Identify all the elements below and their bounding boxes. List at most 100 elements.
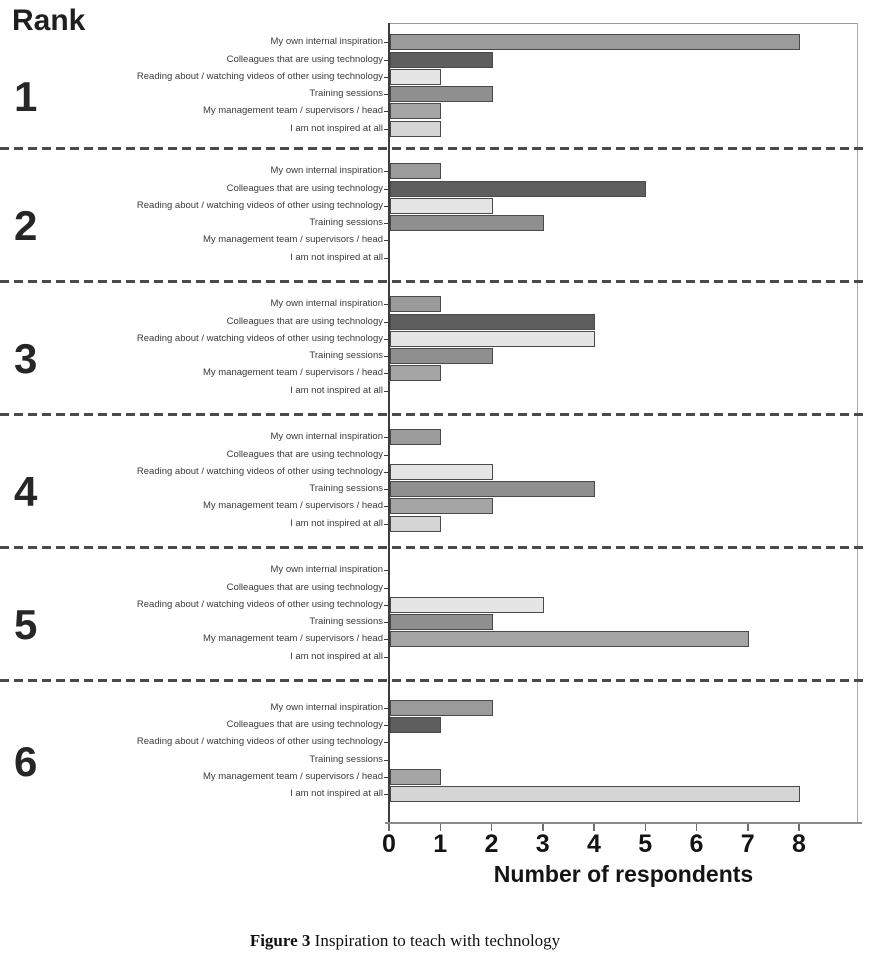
category-tick-mark bbox=[384, 489, 389, 491]
category-tick-mark bbox=[384, 622, 389, 624]
category-tick-mark bbox=[384, 205, 389, 207]
x-axis-tick bbox=[747, 824, 749, 831]
x-tick-label: 0 bbox=[382, 830, 396, 858]
category-label: I am not inspired at all bbox=[290, 122, 383, 134]
category-tick-mark bbox=[384, 656, 389, 658]
x-axis-tick bbox=[798, 824, 800, 831]
figure-caption: Figure 3 Inspiration to teach with techn… bbox=[0, 931, 810, 951]
category-label: My own internal inspiration bbox=[270, 298, 383, 310]
bar bbox=[390, 34, 800, 51]
category-tick-mark bbox=[384, 471, 389, 473]
bar bbox=[390, 717, 442, 734]
bar bbox=[390, 103, 442, 120]
category-label: I am not inspired at all bbox=[290, 251, 383, 263]
rank-number: 2 bbox=[14, 201, 38, 249]
category-label: Colleagues that are using technology bbox=[226, 315, 383, 327]
category-label: I am not inspired at all bbox=[290, 517, 383, 529]
bar bbox=[390, 86, 493, 103]
rank-separator-dashed-line bbox=[0, 412, 866, 416]
category-tick-mark bbox=[384, 59, 389, 61]
category-label: Training sessions bbox=[309, 483, 383, 495]
category-label: My own internal inspiration bbox=[270, 564, 383, 576]
category-label: Training sessions bbox=[309, 217, 383, 229]
category-label: Reading about / watching videos of other… bbox=[136, 598, 383, 610]
x-axis-tick bbox=[439, 824, 441, 831]
bar bbox=[390, 365, 442, 382]
bar bbox=[390, 498, 493, 515]
category-tick-mark bbox=[384, 338, 389, 340]
plot-top-spine bbox=[389, 23, 858, 24]
category-tick-mark bbox=[384, 223, 389, 225]
x-tick-label: 2 bbox=[484, 830, 499, 858]
category-label: Training sessions bbox=[309, 350, 383, 362]
x-tick-label: 4 bbox=[587, 830, 601, 858]
bar bbox=[390, 120, 442, 137]
bar bbox=[390, 768, 442, 785]
category-label: My management team / supervisors / head bbox=[202, 367, 383, 379]
bar bbox=[390, 614, 493, 631]
bar bbox=[390, 515, 442, 532]
plot-right-spine bbox=[857, 23, 858, 822]
x-axis-line bbox=[385, 822, 862, 824]
category-label: My management team / supervisors / head bbox=[202, 770, 383, 782]
bar bbox=[390, 197, 493, 214]
category-tick-mark bbox=[384, 304, 389, 306]
bar bbox=[390, 596, 544, 613]
category-tick-mark bbox=[384, 707, 389, 709]
category-tick-mark bbox=[384, 373, 389, 375]
category-tick-mark bbox=[384, 188, 389, 190]
category-label: My management team / supervisors / head bbox=[202, 234, 383, 246]
category-tick-mark bbox=[384, 725, 389, 727]
category-label: Training sessions bbox=[309, 88, 383, 100]
category-label: Colleagues that are using technology bbox=[226, 581, 383, 593]
category-label: Reading about / watching videos of other… bbox=[136, 70, 383, 82]
category-tick-mark bbox=[384, 42, 389, 44]
x-axis-tick bbox=[542, 824, 544, 831]
category-tick-mark bbox=[384, 171, 389, 173]
category-tick-mark bbox=[384, 128, 389, 130]
category-label: Colleagues that are using technology bbox=[226, 53, 383, 65]
category-label: My own internal inspiration bbox=[270, 431, 383, 443]
bar bbox=[390, 481, 595, 498]
x-tick-label: 7 bbox=[740, 830, 755, 858]
category-label: Colleagues that are using technology bbox=[226, 719, 383, 731]
rank-axis-title: Rank bbox=[12, 4, 86, 37]
category-label: My own internal inspiration bbox=[270, 165, 383, 177]
category-tick-mark bbox=[384, 437, 389, 439]
category-label: Reading about / watching videos of other… bbox=[136, 736, 383, 748]
rank-number: 1 bbox=[14, 72, 38, 120]
bar bbox=[390, 330, 595, 347]
x-tick-label: 5 bbox=[638, 830, 653, 858]
rank-separator-dashed-line bbox=[0, 146, 866, 150]
bar bbox=[390, 463, 493, 480]
bar bbox=[390, 313, 595, 330]
category-tick-mark bbox=[384, 76, 389, 78]
x-axis-title: Number of respondents bbox=[493, 861, 754, 887]
bar bbox=[390, 786, 800, 803]
category-label: I am not inspired at all bbox=[290, 788, 383, 800]
category-label: Reading about / watching videos of other… bbox=[136, 465, 383, 477]
category-tick-mark bbox=[384, 794, 389, 796]
rank-number: 6 bbox=[14, 738, 38, 785]
rank-number: 4 bbox=[14, 467, 38, 515]
category-label: Reading about / watching videos of other… bbox=[136, 199, 383, 211]
category-tick-mark bbox=[384, 742, 389, 744]
bar bbox=[390, 51, 493, 68]
rank-separator-dashed-line bbox=[0, 545, 866, 549]
bar bbox=[390, 215, 544, 232]
category-tick-mark bbox=[384, 523, 389, 525]
category-tick-mark bbox=[384, 111, 389, 113]
bar bbox=[390, 699, 493, 716]
category-tick-mark bbox=[384, 759, 389, 761]
category-tick-mark bbox=[384, 639, 389, 641]
category-label: My management team / supervisors / head bbox=[202, 633, 383, 645]
category-label: Colleagues that are using technology bbox=[226, 448, 383, 460]
rank-number: 5 bbox=[14, 600, 38, 648]
category-label: Training sessions bbox=[309, 753, 383, 765]
rank-separator-dashed-line bbox=[0, 678, 866, 682]
rank-separator-dashed-line bbox=[0, 279, 866, 283]
category-tick-mark bbox=[384, 506, 389, 508]
x-tick-label: 1 bbox=[433, 830, 448, 858]
